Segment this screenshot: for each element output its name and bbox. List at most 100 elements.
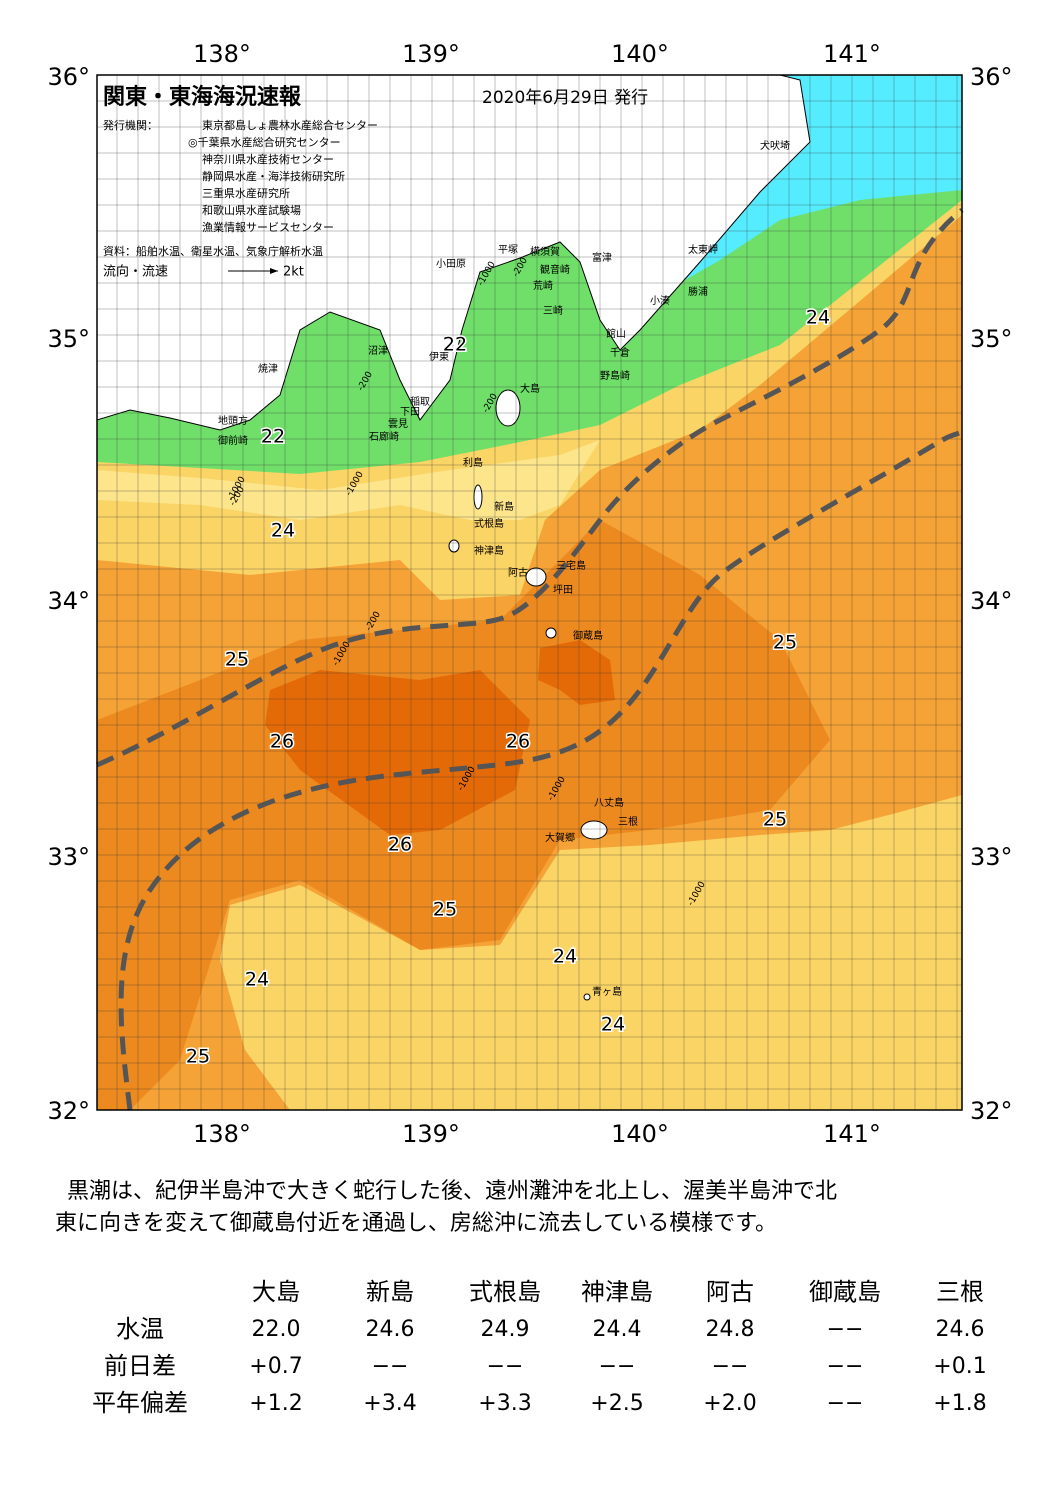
- oshima-island: [495, 389, 521, 427]
- isotherm-label: 24: [245, 969, 269, 991]
- lon-label: 139°: [402, 40, 460, 68]
- place-name: 小田原: [436, 258, 466, 270]
- lat-label: 36°: [970, 63, 1013, 91]
- place-name: 大島: [520, 382, 540, 395]
- niijima-island: [473, 484, 483, 510]
- place-name: 小湊: [650, 294, 670, 307]
- table-cell: 22.0: [252, 1317, 301, 1342]
- place-name: 三根: [618, 815, 638, 828]
- place-name: 雲見: [388, 418, 408, 430]
- lat-label: 34°: [47, 587, 90, 615]
- issuer: 静岡県水産・海洋技術研究所: [202, 169, 345, 183]
- row-label: 前日差: [104, 1352, 176, 1380]
- place-name: 荒崎: [533, 279, 553, 292]
- table-cell: +3.4: [363, 1391, 416, 1416]
- isotherm-label: 26: [388, 834, 412, 856]
- place-name: 館山: [606, 327, 626, 340]
- row-label: 水温: [116, 1315, 164, 1343]
- issuer: 漁業情報サービスセンター: [202, 220, 334, 234]
- isotherm-label: 24: [553, 946, 577, 968]
- table-cell: −−: [827, 1317, 864, 1342]
- place-name: 大賀郷: [545, 831, 575, 844]
- table-cell: 24.6: [936, 1317, 985, 1342]
- sea-darkest: [538, 640, 615, 705]
- lat-label: 32°: [47, 1097, 90, 1125]
- kuroshio-edge: [118, 429, 963, 1111]
- issuer: 三重県水産研究所: [202, 186, 290, 200]
- table-cell: −−: [827, 1354, 864, 1379]
- lon-label: 141°: [823, 40, 881, 68]
- sea-yellow: [220, 795, 962, 1110]
- table-header: 大島: [252, 1278, 300, 1306]
- place-name: 勝浦: [688, 285, 708, 298]
- place-name: 八丈島: [594, 796, 624, 809]
- lat-label: 36°: [47, 63, 90, 91]
- table-header: 新島: [366, 1278, 414, 1306]
- lon-label: 139°: [402, 1120, 460, 1148]
- table-cell: 24.4: [593, 1317, 642, 1342]
- table-cell: +1.2: [249, 1391, 302, 1416]
- place-name: 犬吠埼: [760, 139, 790, 152]
- lat-label: 35°: [47, 325, 90, 353]
- source: 資料：船舶水温、衛星水温、気象庁解析水温: [103, 244, 323, 258]
- place-name: 横須賀: [530, 245, 560, 258]
- place-name: 御前崎: [218, 434, 248, 447]
- lon-label: 141°: [823, 1120, 881, 1148]
- map-frame: [96, 74, 963, 1111]
- lon-label: 140°: [611, 40, 669, 68]
- table-cell: +0.7: [249, 1354, 302, 1379]
- isotherm-label: 25: [773, 632, 797, 654]
- table-cell: −−: [487, 1354, 524, 1379]
- grid: [97, 75, 962, 1110]
- place-name: 焼津: [258, 363, 278, 375]
- table-header: 阿古: [706, 1278, 754, 1306]
- place-name: 下田: [400, 407, 420, 418]
- table-header: 御蔵島: [809, 1278, 881, 1306]
- place-name: 野島崎: [600, 369, 630, 382]
- description-line: 黒潮は、紀伊半島沖で大きく蛇行した後、遠州灘沖を北上し、渥美半島沖で北: [67, 1179, 837, 1204]
- table-cell: +2.5: [590, 1391, 643, 1416]
- place-name: 沼津: [368, 344, 388, 357]
- current-label: 流向・流速: [103, 264, 168, 280]
- place-name: 新島: [494, 500, 514, 513]
- place-name: 坪田: [553, 583, 573, 596]
- table-cell: −−: [599, 1354, 636, 1379]
- issuer: ◎千葉県水産総合研究センター: [188, 135, 341, 149]
- land: [96, 74, 811, 431]
- map-title: 関東・東海海況速報: [103, 84, 302, 110]
- hachijojima-island: [580, 820, 608, 840]
- lat-label: 34°: [970, 587, 1013, 615]
- place-name: 利島: [463, 456, 483, 469]
- table-cell: +3.3: [478, 1391, 531, 1416]
- issuer-label: 発行機関：: [103, 118, 158, 132]
- lat-label: 33°: [47, 843, 90, 871]
- lat-label: 32°: [970, 1097, 1013, 1125]
- lon-label: 140°: [611, 1120, 669, 1148]
- current-arrowhead: [270, 268, 278, 274]
- place-name: 石廊崎: [369, 430, 399, 443]
- issuer: 神奈川県水産技術センター: [202, 152, 334, 166]
- isotherm-label: 24: [601, 1014, 625, 1036]
- lat-label: 33°: [970, 843, 1013, 871]
- isotherm-label: 25: [763, 809, 787, 831]
- place-name: 伊東: [429, 350, 449, 363]
- aogashima-island: [583, 993, 591, 1001]
- issuer: 和歌山県水産試験場: [202, 203, 301, 217]
- place-name: 三宅島: [556, 559, 586, 572]
- place-name: 千倉: [610, 346, 630, 359]
- table-cell: +0.1: [933, 1354, 986, 1379]
- place-name: 青ヶ島: [592, 985, 622, 998]
- isotherm-label: 24: [806, 307, 830, 329]
- miyakejima-island: [525, 567, 547, 587]
- place-name: 富津: [592, 251, 612, 264]
- isotherm-label: 22: [443, 334, 467, 356]
- table-header: 神津島: [581, 1278, 653, 1306]
- current-scale: 2kt: [283, 265, 304, 280]
- table-cell: −−: [712, 1354, 749, 1379]
- place-name: 御蔵島: [573, 629, 603, 642]
- sea-cyan: [650, 75, 962, 300]
- issue-date: 2020年6月29日 発行: [482, 88, 648, 108]
- isotherm-label: 26: [270, 731, 294, 753]
- place-name: 式根島: [474, 517, 504, 530]
- place-name: 稲取: [410, 396, 430, 408]
